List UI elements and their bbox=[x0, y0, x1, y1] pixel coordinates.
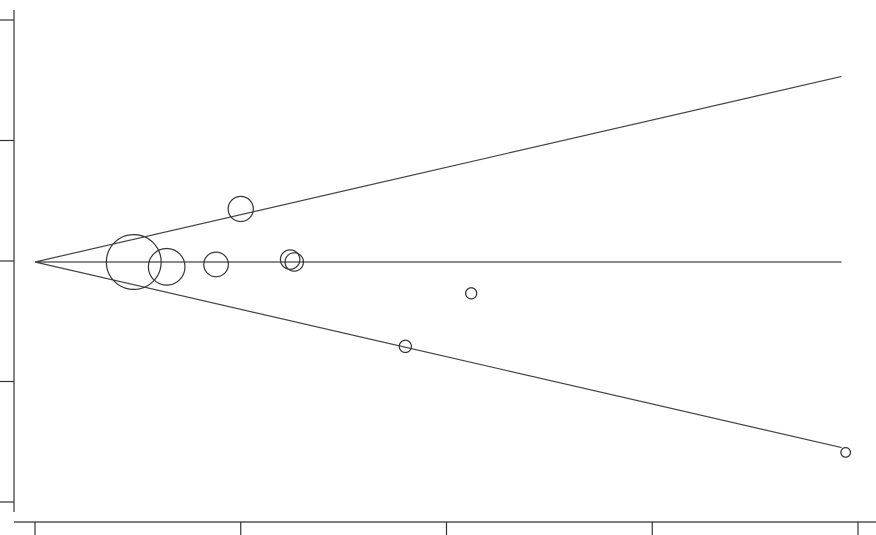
study-point bbox=[203, 251, 229, 278]
study-point bbox=[147, 247, 186, 286]
study-point bbox=[279, 249, 301, 270]
study-point bbox=[227, 195, 254, 223]
study-point bbox=[284, 252, 305, 272]
y-axis-ticks bbox=[0, 19, 14, 503]
study-point bbox=[465, 287, 478, 300]
study-point bbox=[398, 339, 413, 354]
x-axis-ticks bbox=[34, 522, 859, 535]
upper-confidence-line bbox=[34, 75, 842, 263]
study-points bbox=[105, 195, 852, 458]
study-point bbox=[840, 447, 852, 458]
study-point bbox=[105, 234, 162, 291]
lower-confidence-line bbox=[34, 261, 842, 449]
